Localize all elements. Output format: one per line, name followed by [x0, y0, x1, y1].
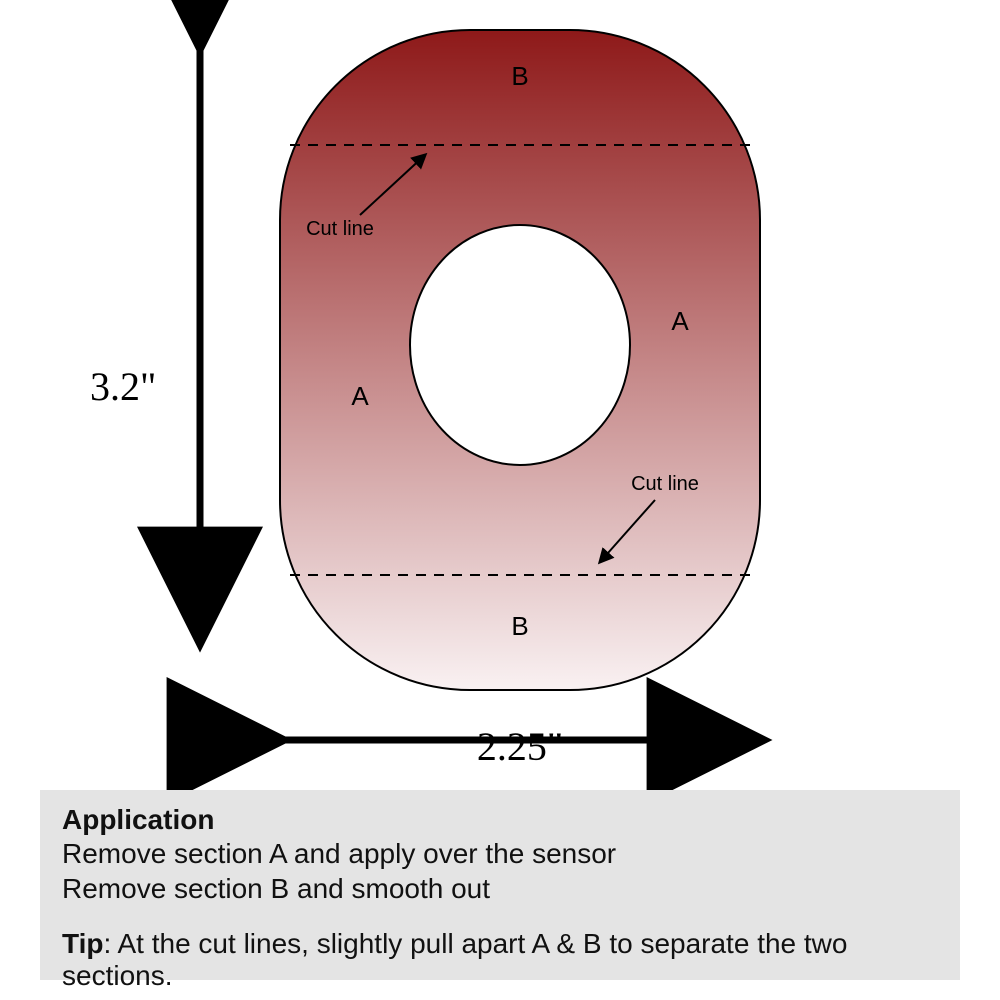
diagram-svg: B B A A Cut line Cut line 3.2" 2.25"	[0, 0, 1000, 790]
dimension-label-vertical: 3.2"	[90, 364, 156, 409]
patch-shape	[280, 30, 760, 690]
info-title: Application	[62, 804, 938, 836]
info-tip: Tip: At the cut lines, slightly pull apa…	[62, 928, 938, 992]
label-cutline-bottom: Cut line	[631, 473, 699, 495]
info-line-1: Remove section A and apply over the sens…	[62, 836, 938, 871]
label-B-bottom: B	[511, 611, 528, 641]
info-line-2: Remove section B and smooth out	[62, 871, 938, 906]
application-info-box: Application Remove section A and apply o…	[40, 790, 960, 980]
diagram-container: { "canvas":{"w":1000,"h":1000,"bg":"#fff…	[0, 0, 1000, 1000]
label-B-top: B	[511, 61, 528, 91]
label-cutline-top: Cut line	[306, 218, 374, 240]
label-A-right: A	[671, 306, 689, 336]
label-A-left: A	[351, 381, 369, 411]
dimension-label-horizontal: 2.25"	[477, 724, 563, 769]
